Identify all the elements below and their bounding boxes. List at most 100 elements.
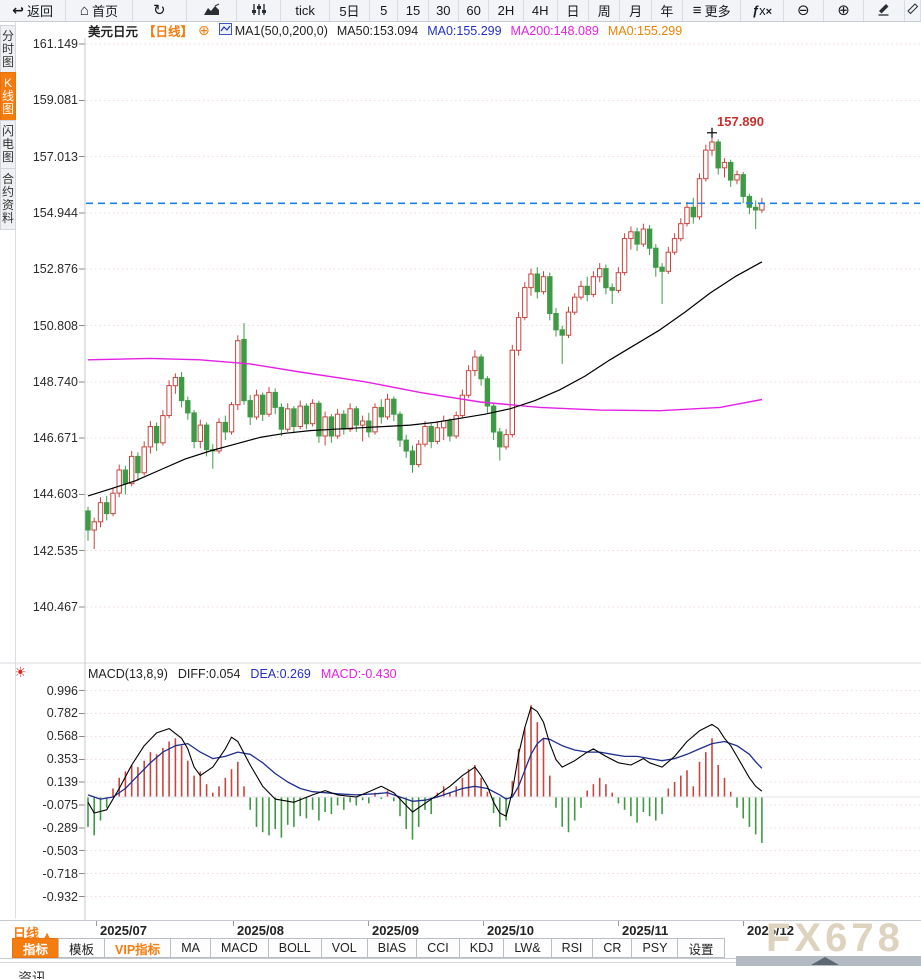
sidebar-tab-3[interactable]: 闪电图	[0, 120, 16, 169]
month-tick	[368, 921, 369, 926]
indicator-tab-rsi[interactable]: RSI	[550, 938, 594, 958]
home-button[interactable]: ⌂ 首页	[66, 0, 133, 21]
indicator-tab-vol[interactable]: VOL	[320, 938, 368, 958]
price-axis-label: 148.740	[32, 375, 78, 389]
candle-body	[528, 273, 534, 289]
draw-button[interactable]	[864, 0, 905, 21]
indicator-tab-bias[interactable]: BIAS	[366, 938, 418, 958]
zoom-in-button[interactable]: ⊕	[824, 0, 865, 21]
back-button[interactable]: ↩ 返回	[0, 0, 67, 21]
candle-body	[235, 340, 241, 406]
macd-settings-icon[interactable]: ☀	[14, 664, 27, 680]
indicator-tab-kdj[interactable]: KDJ	[458, 938, 505, 958]
indicator-tab-lw&[interactable]: LW&	[503, 938, 552, 958]
candle-body	[347, 408, 353, 430]
candle-body	[746, 195, 753, 208]
candle-body	[416, 443, 422, 466]
indicator-tab-boll[interactable]: BOLL	[267, 938, 322, 958]
sidebar-tab-1[interactable]: 分时图	[0, 25, 16, 74]
toolbar-item-label: 月	[629, 4, 643, 19]
candle-body	[247, 400, 253, 418]
candle-body	[341, 413, 347, 430]
candle-body	[85, 510, 91, 531]
candle-body	[316, 402, 322, 437]
interval-week[interactable]: 周	[589, 0, 621, 21]
candle-body	[322, 416, 328, 437]
price-axis-label: 146.671	[32, 431, 78, 445]
toolbar-item-label: tick	[295, 3, 315, 18]
candle-body	[515, 317, 522, 351]
diff-line	[87, 706, 763, 817]
candle-body	[397, 413, 403, 441]
interval-tick[interactable]: tick	[281, 0, 330, 21]
interval-15[interactable]: 15	[398, 0, 429, 21]
interval-5d[interactable]: 5日	[330, 0, 371, 21]
candle-body	[690, 206, 696, 218]
candle-body	[334, 413, 341, 437]
indicator-tab-指标[interactable]: 指标	[12, 938, 60, 958]
toolbar-item-label: 4H	[531, 3, 549, 18]
indicator-tab-psy[interactable]: PSY	[631, 938, 679, 958]
macd-dea-value: DEA:0.269	[250, 666, 311, 681]
candle-body	[553, 313, 559, 331]
interval-2h[interactable]: 2H	[489, 0, 524, 21]
interval-day[interactable]: 日	[558, 0, 590, 21]
sidebar-tab-4[interactable]: 合约资料	[0, 168, 16, 230]
interval-year[interactable]: 年	[652, 0, 684, 21]
interval-5[interactable]: 5	[370, 0, 399, 21]
price-axis-label: 154.944	[32, 206, 78, 220]
zoom-out-button[interactable]: ⊖	[784, 0, 824, 21]
price-axis-label: 142.535	[32, 544, 78, 558]
period-selector[interactable]: 日线 ▲	[13, 926, 52, 941]
fx-icon: ƒx×	[751, 3, 773, 18]
back-arrow-icon: ↩	[12, 2, 24, 18]
plus-circle-icon: ⊕	[837, 2, 850, 19]
candle-body	[384, 398, 391, 418]
bottom-scrollbar[interactable]	[736, 956, 921, 966]
candle-body	[266, 391, 272, 415]
chart-type-button[interactable]	[187, 0, 238, 21]
toolbar-item-label: 返回	[27, 4, 54, 19]
macd-axis-label: -0.289	[42, 821, 78, 835]
candle-body	[615, 272, 622, 291]
interval-4h[interactable]: 4H	[524, 0, 558, 21]
indicator-tab-cci[interactable]: CCI	[416, 938, 460, 958]
interval-30[interactable]: 30	[429, 0, 459, 21]
candle-body	[409, 450, 416, 466]
interval-month[interactable]: 月	[620, 0, 652, 21]
candle-body	[484, 378, 491, 407]
tab-underline	[0, 958, 921, 959]
indicator-tab-vip指标[interactable]: VIP指标	[104, 938, 172, 958]
indicator-tab-macd[interactable]: MACD	[209, 938, 269, 958]
candle-body	[135, 455, 141, 474]
indicator-button[interactable]	[237, 0, 282, 21]
indicator-tab-模板[interactable]: 模板	[58, 938, 106, 958]
add-indicator-icon[interactable]: ⊕	[198, 22, 210, 38]
indicator-tab-cr[interactable]: CR	[592, 938, 633, 958]
candle-body	[684, 206, 690, 225]
indicator-tab-ma[interactable]: MA	[170, 938, 211, 958]
macd-macd-value: MACD:-0.430	[320, 666, 397, 681]
interval-60[interactable]: 60	[459, 0, 490, 21]
macd-axis-label: 0.568	[46, 729, 78, 743]
candle-body	[129, 455, 135, 485]
formula-button[interactable]: ƒx×	[741, 0, 784, 21]
month-tick	[743, 921, 744, 926]
indicator-tab-设置[interactable]: 设置	[677, 938, 725, 958]
candle-body	[578, 285, 584, 298]
refresh-button[interactable]: ↻	[133, 0, 187, 21]
dea-line	[87, 737, 763, 802]
macd-axis-label: -0.503	[42, 844, 78, 858]
sidebar-tab-2[interactable]: K线图	[0, 72, 16, 121]
mini-chart-icon[interactable]	[218, 23, 232, 38]
macd-axis-label: -0.718	[42, 867, 78, 881]
news-label[interactable]: 资讯	[18, 970, 46, 979]
candle-body	[328, 416, 335, 437]
macd-axis-label: -0.075	[42, 798, 78, 812]
candle-body	[628, 231, 634, 240]
more-button[interactable]: ≡ 更多	[683, 0, 742, 21]
candle-body	[478, 356, 484, 380]
draw2-button[interactable]	[905, 0, 921, 21]
